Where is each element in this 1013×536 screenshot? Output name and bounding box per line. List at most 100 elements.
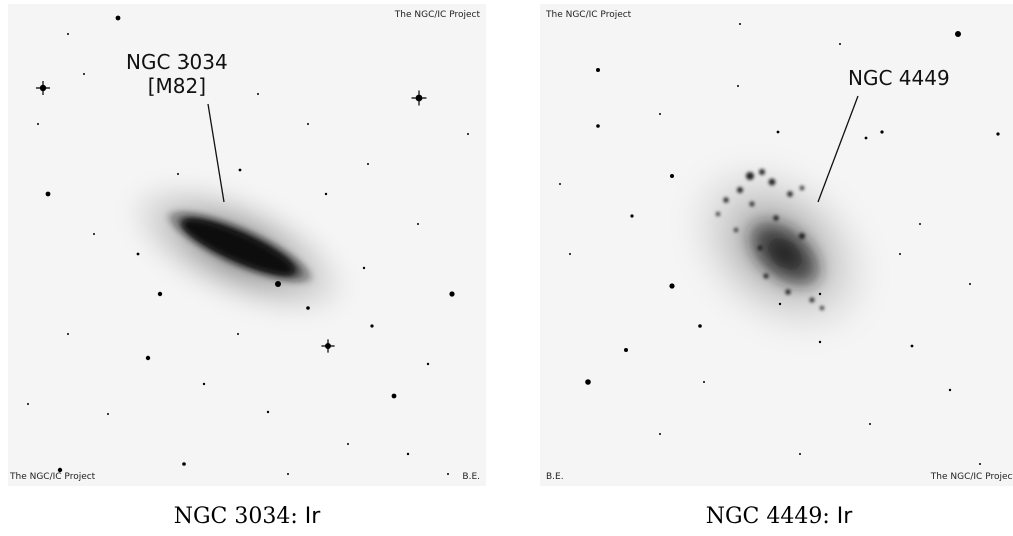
- star: [659, 113, 661, 115]
- star: [737, 85, 739, 87]
- star: [57, 467, 63, 473]
- star: [919, 223, 921, 225]
- bright-star: [39, 84, 47, 92]
- star: [778, 302, 782, 306]
- galaxy-photo-ngc4449: [559, 23, 1000, 465]
- star-forming-knot: [768, 178, 776, 186]
- star-forming-knot: [757, 245, 763, 251]
- star-forming-knot: [799, 185, 805, 191]
- star-forming-knot: [716, 212, 720, 216]
- star: [136, 252, 140, 256]
- caption-left: NGC 3034: Ir: [8, 504, 486, 529]
- star: [324, 192, 328, 196]
- star: [449, 291, 455, 297]
- star: [93, 233, 95, 235]
- star: [569, 253, 571, 255]
- star: [669, 283, 675, 289]
- credit-top-left: The NGC/IC Project: [546, 10, 632, 20]
- star: [818, 292, 822, 296]
- caption-galaxy-class: Ir: [836, 504, 853, 529]
- star: [880, 130, 884, 134]
- galaxy-label: NGC 4449: [848, 66, 950, 90]
- star: [347, 443, 349, 445]
- credit-bottom-right: B.E.: [462, 472, 480, 482]
- star: [559, 183, 561, 185]
- star: [585, 379, 591, 385]
- star: [307, 123, 309, 125]
- star: [257, 93, 259, 95]
- star: [237, 333, 239, 335]
- star: [969, 283, 971, 285]
- star-forming-knot: [759, 169, 765, 175]
- credit-top-right: The NGC/IC Project: [394, 10, 480, 20]
- star-forming-knot: [737, 187, 743, 193]
- star-forming-knot: [723, 197, 729, 203]
- star-field: [559, 23, 1000, 465]
- star: [177, 173, 179, 175]
- star: [391, 393, 397, 399]
- star: [818, 340, 822, 344]
- star: [107, 413, 109, 415]
- star: [67, 33, 69, 35]
- star: [275, 281, 281, 287]
- star: [996, 132, 1000, 136]
- star: [306, 306, 310, 310]
- caption-galaxy-name: NGC 4449:: [705, 504, 830, 529]
- caption-right: NGC 4449: Ir: [540, 504, 1013, 529]
- star: [370, 324, 374, 328]
- star: [979, 463, 981, 465]
- star: [799, 453, 801, 455]
- star-forming-knot: [787, 191, 793, 197]
- star: [948, 388, 952, 392]
- label-pointer-line: [207, 103, 225, 203]
- star: [467, 133, 469, 135]
- star: [910, 344, 914, 348]
- star-forming-knot: [746, 172, 754, 180]
- star-forming-knots: [716, 169, 824, 310]
- star: [287, 473, 289, 475]
- star: [37, 123, 39, 125]
- star: [67, 333, 69, 335]
- star: [27, 403, 29, 405]
- star-forming-knot: [749, 201, 755, 207]
- credit-bottom-right: The NGC/IC Project: [930, 472, 1013, 482]
- credit-bottom-left: B.E.: [546, 472, 564, 482]
- caption-galaxy-class: Ir: [304, 504, 321, 529]
- star: [447, 473, 449, 475]
- star: [839, 43, 841, 45]
- star: [630, 214, 634, 218]
- galaxy-core: [744, 216, 826, 292]
- star: [624, 348, 628, 352]
- bright-star: [325, 343, 331, 349]
- star: [703, 381, 705, 383]
- star: [659, 433, 661, 435]
- star: [864, 136, 868, 140]
- galaxy-image-ngc4449: NGC 4449 The NGC/IC Project B.E. The NGC…: [540, 4, 1013, 486]
- star: [426, 362, 430, 366]
- credit-bottom-left: The NGC/IC Project: [10, 472, 96, 482]
- star-forming-knot: [763, 273, 769, 279]
- star: [238, 168, 242, 172]
- star: [869, 423, 871, 425]
- bright-star: [415, 94, 423, 102]
- star: [698, 324, 702, 328]
- star: [145, 355, 151, 361]
- star: [417, 223, 419, 225]
- galaxy-core: [164, 208, 316, 286]
- star: [157, 291, 163, 297]
- star-field: [27, 15, 469, 475]
- star: [266, 410, 270, 414]
- star: [776, 130, 780, 134]
- star: [187, 63, 189, 65]
- star: [115, 15, 121, 21]
- galaxy-label-alias: [M82]: [147, 74, 206, 98]
- star: [83, 73, 85, 75]
- star-forming-knot: [785, 289, 791, 295]
- star: [596, 124, 600, 128]
- star-forming-knot: [773, 215, 779, 221]
- star: [899, 253, 901, 255]
- star-forming-knot: [734, 228, 738, 232]
- star: [202, 382, 206, 386]
- galaxy-image-ngc3034: NGC 3034 [M82] The NGC/IC Project The NG…: [8, 4, 486, 486]
- galaxy-label-name: NGC 3034: [126, 50, 228, 74]
